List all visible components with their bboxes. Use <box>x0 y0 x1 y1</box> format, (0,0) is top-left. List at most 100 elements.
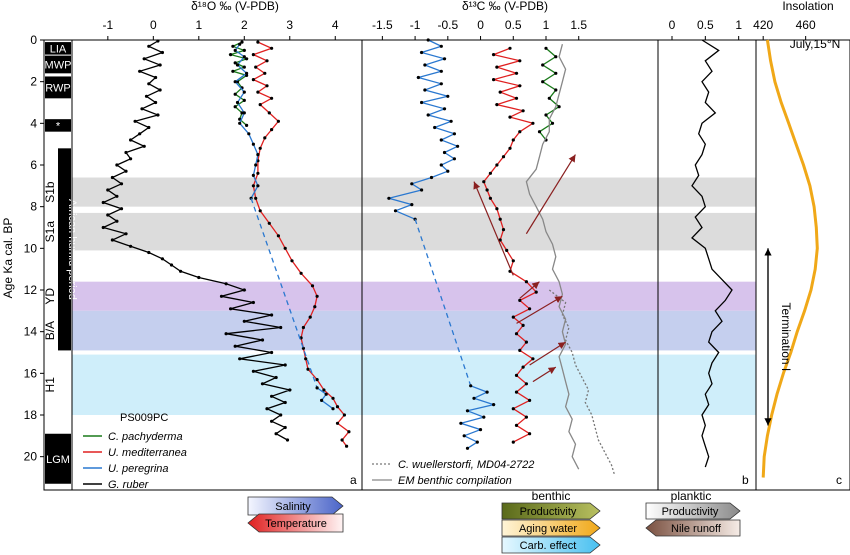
data-point-b <box>518 59 522 63</box>
data-point-a <box>142 57 146 61</box>
data-point-a <box>160 50 164 55</box>
x-tick-label-c: 420 <box>753 18 773 32</box>
annotations: Termination I <box>473 154 793 426</box>
data-point-b <box>410 203 414 207</box>
data-point-b <box>439 44 443 48</box>
data-point-a <box>233 344 237 348</box>
data-point-a <box>260 338 265 342</box>
legend-label-pachyderma: C. pachyderma <box>108 431 183 443</box>
data-point-a <box>129 157 133 161</box>
panel-letter-c: c <box>836 473 842 487</box>
period-label-mwp: MWP <box>45 59 72 71</box>
x-tick-label-a: 3 <box>286 18 293 32</box>
data-point-a <box>315 386 319 390</box>
x-tick-label-a: 2 <box>241 18 248 32</box>
data-point-a <box>315 378 319 382</box>
data-point-a <box>242 90 246 94</box>
x-tick-label-a: 1 <box>195 18 202 32</box>
data-point-b <box>521 109 525 113</box>
y-tick-label: 8 <box>30 200 37 214</box>
data-point-a <box>147 44 151 48</box>
data-point-b <box>439 138 443 142</box>
data-point-b <box>423 88 427 92</box>
data-point-a <box>270 313 274 317</box>
aging-water-arrow <box>501 519 601 537</box>
data-point-a <box>308 315 312 319</box>
data-point-a <box>233 92 237 96</box>
data-point-b <box>524 415 529 419</box>
data-point-a <box>240 40 244 44</box>
period-box-mwp <box>45 55 71 74</box>
shift-arrow <box>532 366 557 383</box>
data-point-a <box>256 40 260 44</box>
data-point-a <box>258 103 262 107</box>
nile-runoff-arrow <box>645 519 741 537</box>
data-point-a <box>129 244 133 248</box>
data-point-b <box>518 298 522 302</box>
data-point-a <box>260 382 265 386</box>
data-point-b <box>488 171 492 175</box>
data-point-b <box>511 138 515 142</box>
data-point-a <box>154 75 158 80</box>
data-point-a <box>238 121 242 125</box>
data-point-a <box>224 332 228 336</box>
data-point-b <box>456 144 460 148</box>
data-point-b <box>482 415 486 419</box>
insolation-subtitle: July,15°N <box>790 37 841 51</box>
data-point-a <box>335 421 340 425</box>
data-point-b <box>426 38 430 42</box>
data-point-b <box>501 228 506 232</box>
data-point-a <box>256 90 260 94</box>
data-point-b <box>429 175 434 180</box>
data-point-a <box>106 213 110 217</box>
data-point-b <box>524 340 529 344</box>
legend-label-peregrina: U. peregrina <box>108 463 169 475</box>
data-series <box>101 38 819 478</box>
series-a-u-peregrina-deglacial <box>316 387 334 410</box>
data-point-b <box>511 259 515 263</box>
data-point-a <box>267 221 271 225</box>
data-point-a <box>160 257 164 261</box>
y-tick-label: 14 <box>24 325 38 339</box>
data-point-a <box>267 111 271 115</box>
data-point-a <box>119 182 124 186</box>
data-point-a <box>315 294 319 298</box>
y-tick-label: 18 <box>24 408 38 422</box>
data-point-a <box>335 405 340 409</box>
x-tick-label-b2: 0.5 <box>697 18 714 32</box>
data-point-a <box>197 275 201 280</box>
data-point-a <box>256 171 260 175</box>
data-point-b <box>554 71 558 75</box>
data-point-a <box>256 184 260 188</box>
x-tick-label-c: 460 <box>796 18 816 32</box>
data-point-a <box>169 263 174 267</box>
data-point-a <box>106 188 110 192</box>
data-point-a <box>270 419 274 423</box>
shift-arrow <box>519 281 540 299</box>
data-point-a <box>110 238 114 242</box>
data-point-a <box>233 61 237 65</box>
data-point-b <box>426 113 430 117</box>
data-point-a <box>242 65 246 69</box>
data-point-b <box>524 382 529 386</box>
data-point-a <box>238 357 242 361</box>
aging-water-label: Aging water <box>519 523 577 535</box>
x-tick-label-b: 1 <box>543 18 550 32</box>
data-point-a <box>258 209 262 213</box>
data-point-b <box>528 432 532 436</box>
period-label-lgm: LGM <box>46 454 70 466</box>
data-point-b <box>492 403 496 407</box>
data-point-b <box>482 180 486 184</box>
temperature-key-arrow <box>247 513 344 533</box>
data-point-b <box>511 440 515 444</box>
period-label-lia: LIA <box>50 43 67 55</box>
data-point-b <box>416 75 420 80</box>
data-point-b <box>492 53 496 57</box>
data-point-b <box>492 78 496 82</box>
data-point-b <box>514 96 519 100</box>
series-a-u-peregrina-gap <box>250 198 318 389</box>
y-tick-label: 12 <box>24 283 38 297</box>
y-tick-label: 10 <box>24 241 38 255</box>
